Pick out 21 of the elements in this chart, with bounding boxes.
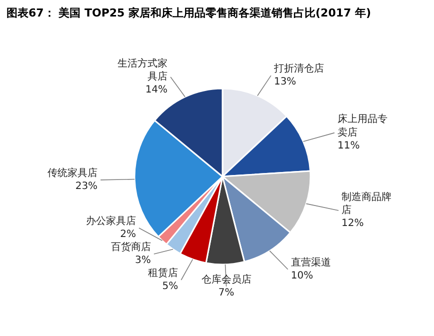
data-label: 12% bbox=[342, 218, 364, 230]
chart-title: 图表67： 美国 TOP25 家居和床上用品零售商各渠道销售占比(2017 年) bbox=[6, 6, 372, 20]
slice-label: 制造商品牌店 bbox=[342, 190, 392, 216]
data-label: 13% bbox=[274, 76, 296, 88]
slice-label: 传统家具店 bbox=[48, 166, 98, 179]
data-label: 3% bbox=[135, 255, 151, 266]
data-label: 14% bbox=[145, 84, 168, 96]
slice-label: 租赁店 bbox=[148, 266, 178, 279]
slice-label: 床上用品专卖店 bbox=[337, 113, 388, 138]
data-label: 7% bbox=[218, 288, 234, 299]
slice-label: 直营渠道 bbox=[290, 256, 331, 268]
slice-label: 生活方式家具店 bbox=[118, 57, 168, 82]
slice-label: 仓库会员店 bbox=[201, 273, 252, 286]
slice-label: 办公家具店 bbox=[86, 214, 136, 227]
slice-label: 百货商店 bbox=[110, 240, 151, 253]
data-label: 10% bbox=[290, 270, 314, 282]
data-label: 5% bbox=[162, 281, 178, 292]
data-label: 2% bbox=[120, 229, 136, 240]
data-label: 23% bbox=[75, 181, 98, 192]
slice-label: 打折清仓店 bbox=[272, 62, 324, 74]
data-label: 11% bbox=[337, 140, 360, 152]
